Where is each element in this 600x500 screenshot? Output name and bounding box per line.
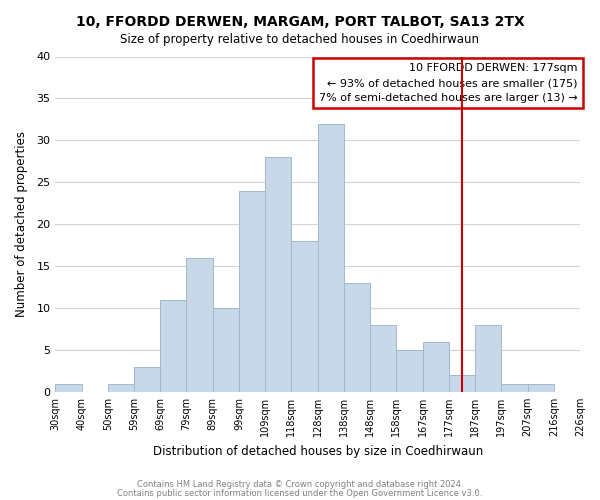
Bar [239, 190, 265, 392]
Bar [370, 325, 397, 392]
Bar [344, 283, 370, 392]
Bar [449, 375, 475, 392]
Bar [475, 325, 501, 392]
Text: Size of property relative to detached houses in Coedhirwaun: Size of property relative to detached ho… [121, 32, 479, 46]
Bar [108, 384, 134, 392]
Bar [134, 367, 160, 392]
Bar [527, 384, 554, 392]
Bar [292, 241, 317, 392]
Text: 10, FFORDD DERWEN, MARGAM, PORT TALBOT, SA13 2TX: 10, FFORDD DERWEN, MARGAM, PORT TALBOT, … [76, 15, 524, 29]
Text: Contains public sector information licensed under the Open Government Licence v3: Contains public sector information licen… [118, 488, 482, 498]
Bar [187, 258, 213, 392]
X-axis label: Distribution of detached houses by size in Coedhirwaun: Distribution of detached houses by size … [152, 444, 483, 458]
Text: Contains HM Land Registry data © Crown copyright and database right 2024.: Contains HM Land Registry data © Crown c… [137, 480, 463, 489]
Bar [265, 157, 292, 392]
Text: 10 FFORDD DERWEN: 177sqm
← 93% of detached houses are smaller (175)
7% of semi-d: 10 FFORDD DERWEN: 177sqm ← 93% of detach… [319, 63, 577, 103]
Bar [213, 308, 239, 392]
Bar [501, 384, 527, 392]
Bar [160, 300, 187, 392]
Bar [422, 342, 449, 392]
Bar [397, 350, 422, 392]
Bar [317, 124, 344, 392]
Bar [55, 384, 82, 392]
Y-axis label: Number of detached properties: Number of detached properties [15, 131, 28, 317]
